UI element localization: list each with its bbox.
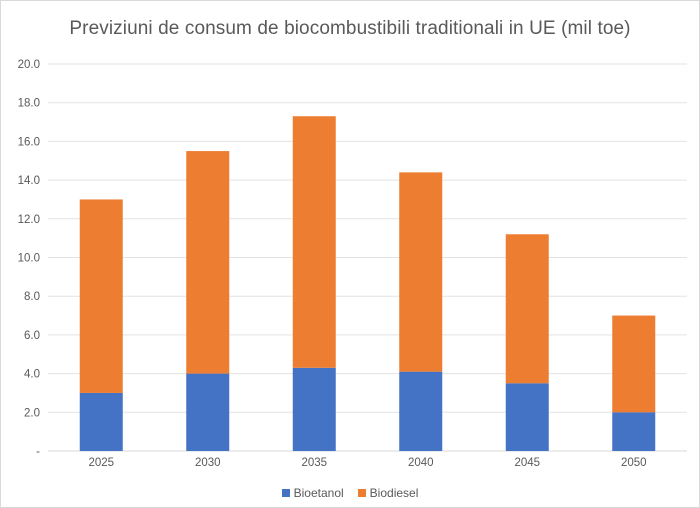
- y-tick-label: 20.0: [18, 59, 40, 71]
- bar-biodiesel-2030: [186, 151, 230, 374]
- y-tick-label: 4.0: [24, 369, 40, 381]
- bar-bioetanol-2035: [292, 367, 336, 451]
- bar-bioetanol-2025: [79, 392, 123, 451]
- legend-label: Biodiesel: [369, 486, 419, 500]
- x-tick-label: 2045: [514, 457, 540, 469]
- y-tick-label: 8.0: [24, 291, 40, 303]
- bar-bioetanol-2040: [399, 371, 443, 451]
- bar-biodiesel-2035: [292, 116, 336, 368]
- x-tick-label: 2025: [88, 457, 114, 469]
- legend-item-bioetanol: Bioetanol: [281, 486, 344, 500]
- y-tick-label: 6.0: [24, 330, 40, 342]
- chart-title: Previziuni de consum de biocombustibili …: [69, 18, 631, 39]
- y-tick-label: -: [36, 446, 40, 458]
- y-tick-label: 12.0: [18, 214, 40, 226]
- x-tick-label: 2040: [408, 457, 434, 469]
- y-tick-label: 10.0: [18, 253, 40, 265]
- bar-bioetanol-2045: [505, 383, 549, 451]
- x-tick-label: 2030: [195, 457, 221, 469]
- y-tick-label: 18.0: [18, 98, 40, 110]
- y-tick-label: 2.0: [24, 407, 40, 419]
- bar-biodiesel-2045: [505, 234, 549, 384]
- bar-bioetanol-2030: [186, 373, 230, 451]
- bar-biodiesel-2040: [399, 172, 443, 372]
- y-tick-label: 16.0: [18, 136, 40, 148]
- bar-biodiesel-2025: [79, 199, 123, 393]
- bar-biodiesel-2050: [612, 315, 656, 413]
- legend-item-biodiesel: Biodiesel: [357, 486, 419, 500]
- legend-swatch: [357, 489, 366, 497]
- chart-legend: Bioetanol Biodiesel: [0, 486, 700, 500]
- x-tick-label: 2035: [301, 457, 327, 469]
- legend-label: Bioetanol: [293, 486, 344, 500]
- y-tick-label: 14.0: [18, 175, 40, 187]
- legend-swatch: [281, 489, 290, 497]
- bar-bioetanol-2050: [612, 412, 656, 451]
- x-tick-label: 2050: [621, 457, 647, 469]
